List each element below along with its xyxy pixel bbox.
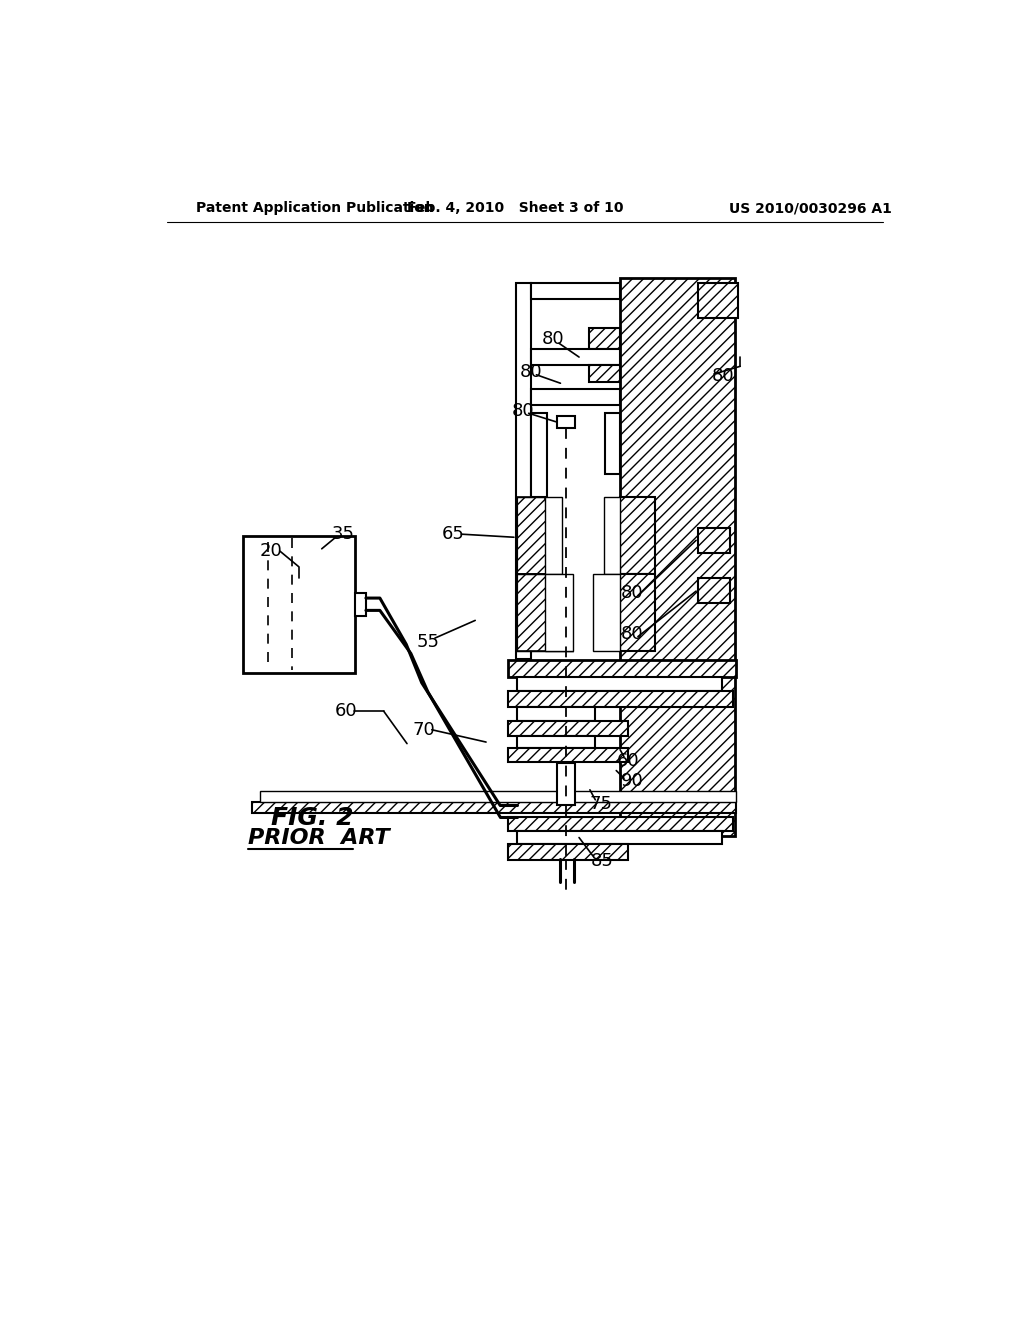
Bar — [508, 817, 732, 830]
Bar — [531, 389, 621, 405]
Text: 70: 70 — [413, 721, 435, 739]
Bar — [589, 327, 621, 350]
Text: 35: 35 — [332, 525, 355, 543]
Bar — [593, 574, 621, 651]
Text: 20: 20 — [260, 543, 283, 560]
Polygon shape — [621, 498, 655, 574]
Bar — [508, 845, 628, 859]
Bar — [531, 412, 547, 498]
Bar — [557, 416, 575, 428]
Bar — [697, 528, 730, 553]
Text: 55: 55 — [417, 634, 439, 651]
Text: 75: 75 — [589, 795, 612, 813]
Bar — [517, 677, 722, 692]
Bar — [621, 277, 735, 836]
Bar — [508, 692, 732, 706]
Text: Patent Application Publication: Patent Application Publication — [197, 202, 434, 215]
Polygon shape — [517, 498, 562, 574]
Text: 80: 80 — [512, 403, 535, 420]
Text: 60: 60 — [616, 751, 639, 770]
Text: 80: 80 — [621, 626, 643, 643]
Text: FIG. 2: FIG. 2 — [271, 807, 354, 830]
Bar — [508, 721, 628, 737]
Bar — [531, 350, 621, 364]
Bar — [243, 536, 355, 673]
Bar — [604, 413, 621, 474]
Bar — [697, 578, 730, 603]
Polygon shape — [517, 574, 572, 651]
Bar — [545, 498, 562, 574]
Text: 80: 80 — [542, 330, 564, 348]
Bar — [515, 284, 531, 659]
Bar — [604, 498, 621, 574]
Text: 90: 90 — [621, 772, 643, 789]
Bar — [697, 284, 738, 318]
Bar — [517, 737, 595, 748]
Bar — [517, 706, 595, 721]
Bar — [252, 803, 736, 813]
Text: 80: 80 — [621, 585, 643, 602]
Bar — [508, 660, 736, 677]
Polygon shape — [621, 574, 655, 651]
Bar — [557, 763, 575, 805]
Text: 80: 80 — [712, 367, 734, 385]
Bar — [517, 830, 722, 845]
Text: 80: 80 — [520, 363, 543, 381]
Bar — [355, 593, 366, 615]
Text: PRIOR  ART: PRIOR ART — [248, 828, 390, 847]
Bar — [508, 748, 628, 762]
Text: 65: 65 — [442, 525, 465, 543]
Bar — [260, 792, 736, 803]
Text: Feb. 4, 2010   Sheet 3 of 10: Feb. 4, 2010 Sheet 3 of 10 — [408, 202, 624, 215]
Text: 85: 85 — [591, 851, 613, 870]
Bar — [531, 284, 621, 298]
Text: 60: 60 — [335, 702, 357, 721]
Text: US 2010/0030296 A1: US 2010/0030296 A1 — [728, 202, 892, 215]
Bar — [545, 574, 572, 651]
Bar — [589, 364, 621, 381]
